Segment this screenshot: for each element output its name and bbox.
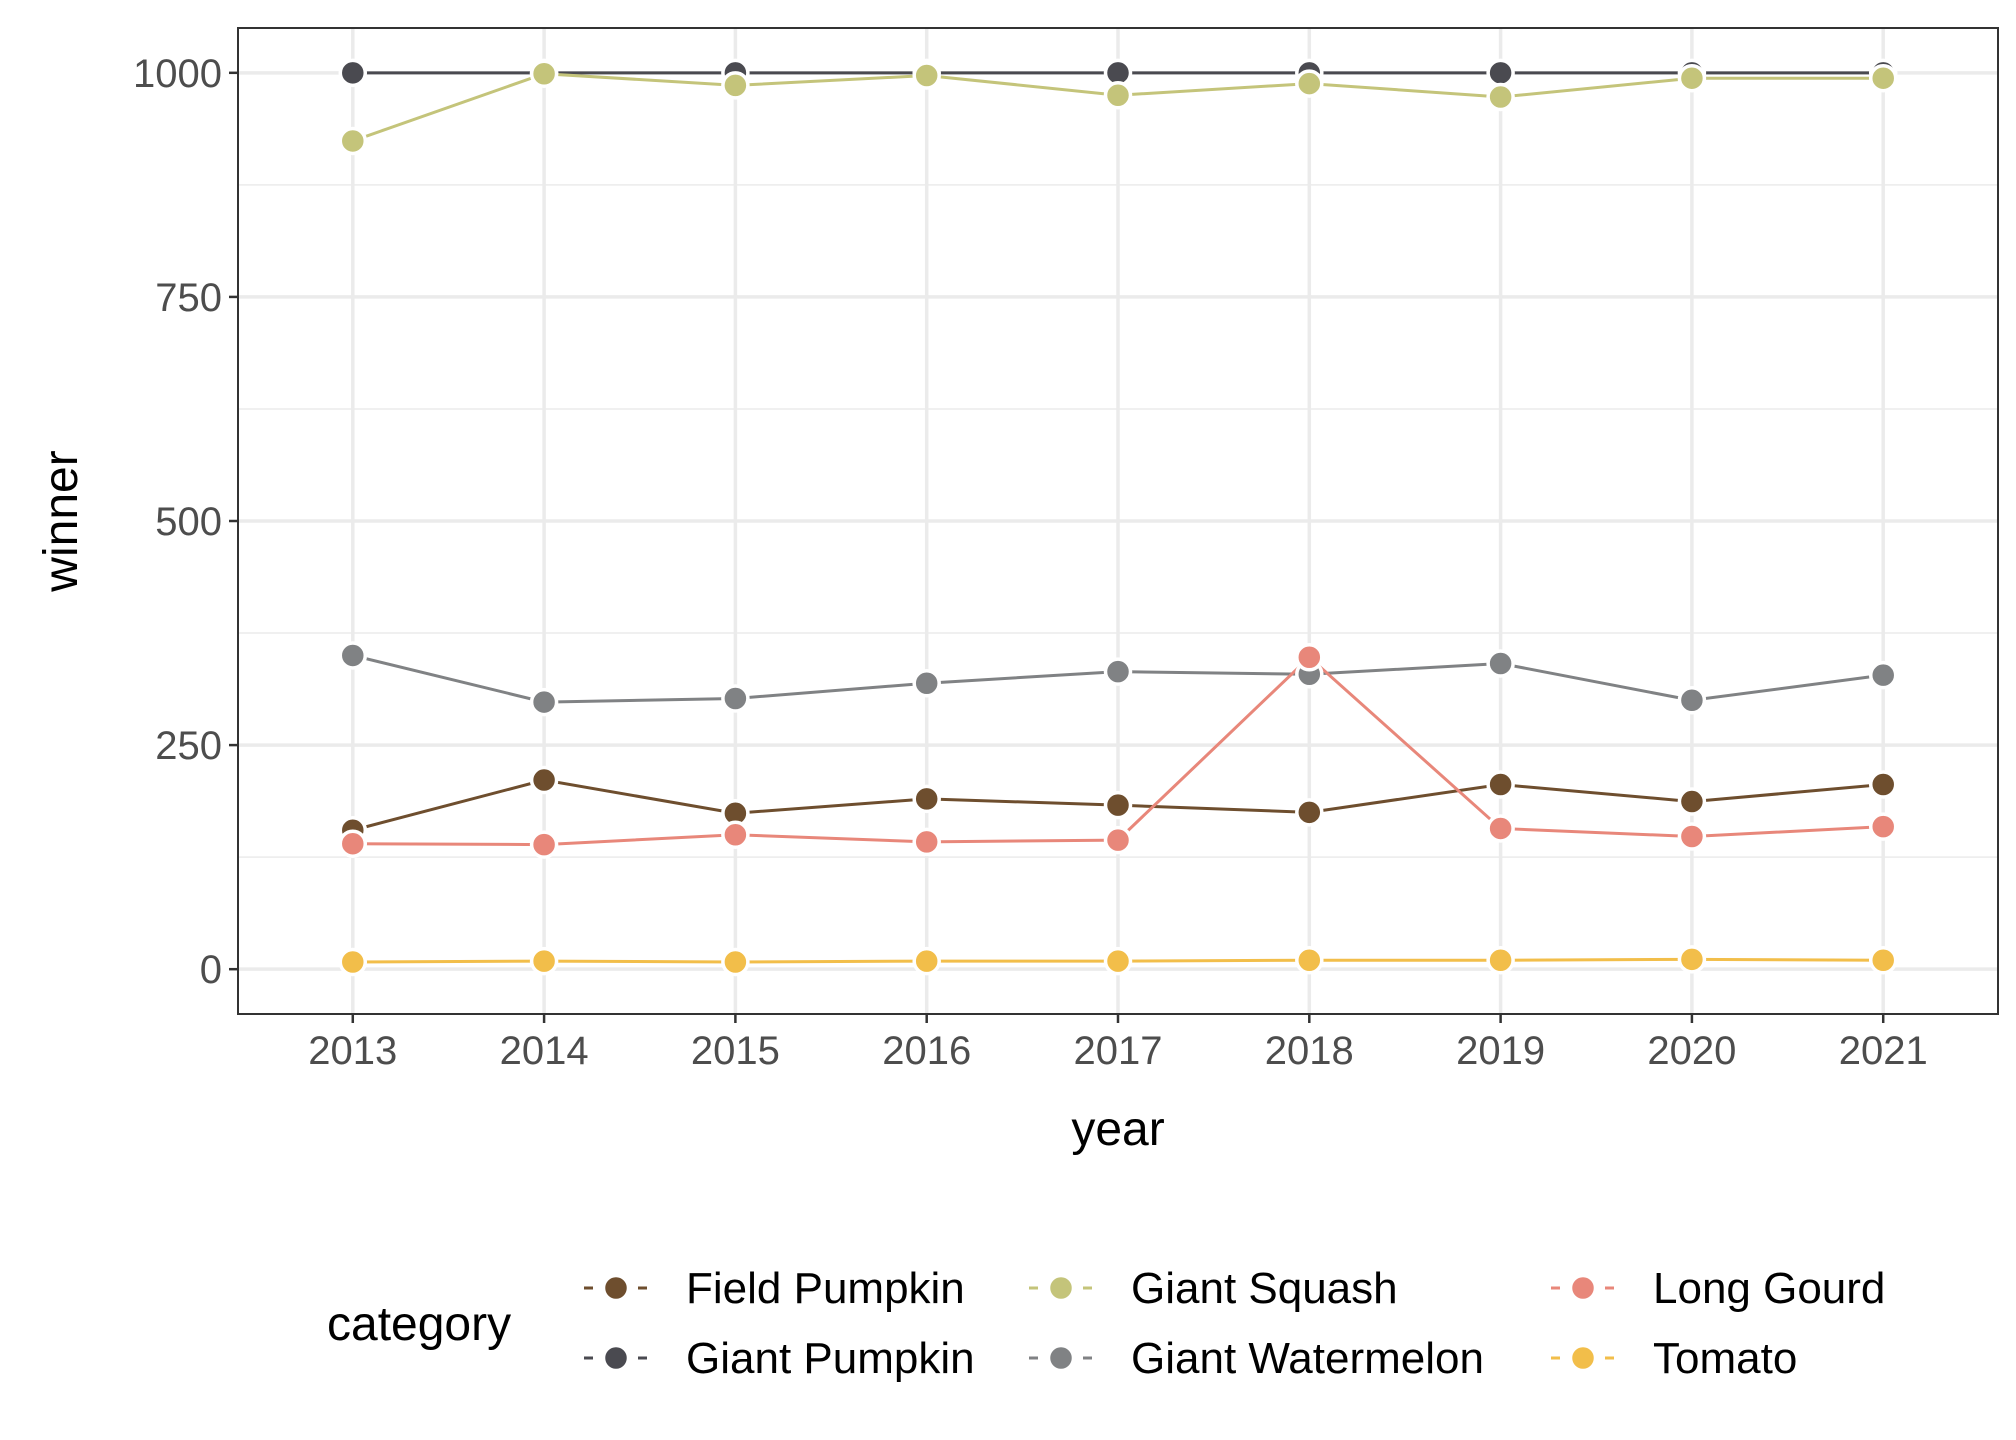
data-point-giant-squash: [1868, 63, 1898, 93]
data-point-giant-watermelon: [1868, 660, 1898, 690]
legend-key-point: [1568, 1273, 1598, 1303]
legend-label: Giant Squash: [1131, 1264, 1398, 1313]
y-axis: 0 250 500 750 1000: [133, 52, 238, 992]
data-point-giant-squash: [1295, 69, 1324, 98]
legend: category Field Pumpkin Giant Pumpkin Giant…: [327, 1264, 1885, 1383]
x-tick-label: 2013: [308, 1029, 397, 1073]
data-point-giant-pumpkin: [1486, 58, 1515, 88]
x-tick-label: 2021: [1839, 1029, 1928, 1073]
legend-key-point: [1046, 1273, 1076, 1303]
data-point-giant-squash: [721, 71, 750, 100]
legend-item-field-pumpkin: Field Pumpkin: [584, 1264, 965, 1313]
data-point-tomato: [1486, 945, 1515, 975]
legend-label: Long Gourd: [1653, 1264, 1885, 1313]
data-point-long-gourd: [1868, 812, 1898, 841]
legend-item-tomato: Tomato: [1551, 1334, 1797, 1383]
legend-label: Tomato: [1653, 1334, 1797, 1383]
y-tick-label: 250: [155, 724, 222, 768]
data-point-long-gourd: [1486, 814, 1515, 843]
data-point-giant-squash: [1103, 80, 1133, 110]
data-point-giant-squash: [1486, 82, 1515, 112]
legend-key-point: [601, 1343, 631, 1373]
legend-item-giant-squash: Giant Squash: [1029, 1264, 1398, 1313]
legend-key-point: [1046, 1343, 1076, 1373]
data-point-giant-watermelon: [912, 668, 941, 698]
legend-label: Giant Pumpkin: [686, 1334, 975, 1383]
x-axis: 2013 2014 2015 2016 2017 2018 2019 2020 2021: [308, 1014, 1928, 1073]
data-point-tomato: [1295, 945, 1324, 975]
data-point-field-pumpkin: [529, 765, 559, 795]
legend-item-giant-pumpkin: Giant Pumpkin: [584, 1334, 975, 1383]
y-tick-label: 0: [200, 948, 222, 992]
x-tick-label: 2020: [1647, 1029, 1736, 1073]
x-tick-label: 2016: [882, 1029, 971, 1073]
data-point-giant-watermelon: [338, 641, 368, 670]
data-point-field-pumpkin: [1868, 770, 1898, 799]
data-point-field-pumpkin: [1486, 770, 1515, 799]
plot-area: [237, 27, 1999, 1015]
data-point-giant-squash: [912, 61, 941, 90]
legend-items: Field Pumpkin Giant Pumpkin Giant Squash Gi…: [584, 1264, 1885, 1383]
data-point-field-pumpkin: [1677, 787, 1707, 816]
data-point-giant-watermelon: [721, 684, 750, 713]
data-point-giant-pumpkin: [338, 58, 368, 88]
data-point-long-gourd: [912, 827, 941, 857]
data-point-field-pumpkin: [1295, 798, 1324, 827]
data-point-giant-watermelon: [1103, 657, 1133, 686]
data-point-tomato: [1677, 945, 1707, 974]
legend-title: category: [327, 1298, 511, 1351]
data-point-long-gourd: [1295, 642, 1324, 672]
data-point-tomato: [338, 947, 368, 977]
y-axis-label: winner: [35, 450, 88, 592]
data-point-giant-squash: [1677, 63, 1707, 93]
x-axis-label: year: [1071, 1103, 1164, 1156]
data-point-tomato: [721, 947, 750, 977]
legend-item-long-gourd: Long Gourd: [1551, 1264, 1885, 1313]
data-point-long-gourd: [338, 829, 368, 858]
data-point-tomato: [912, 946, 941, 976]
x-tick-label: 2019: [1456, 1029, 1545, 1073]
legend-label: Field Pumpkin: [686, 1264, 965, 1313]
data-point-long-gourd: [529, 830, 559, 859]
data-point-long-gourd: [721, 820, 750, 849]
data-point-field-pumpkin: [1103, 790, 1133, 820]
legend-key-point: [601, 1273, 631, 1303]
data-point-tomato: [1868, 945, 1898, 975]
data-point-long-gourd: [1103, 825, 1133, 855]
data-point-giant-watermelon: [529, 687, 559, 717]
x-tick-label: 2014: [500, 1029, 589, 1073]
data-point-giant-squash: [529, 59, 559, 88]
y-tick-label: 1000: [133, 52, 222, 96]
x-tick-label: 2015: [691, 1029, 780, 1073]
series-points: [338, 58, 1898, 977]
data-point-tomato: [1103, 946, 1133, 976]
legend-label: Giant Watermelon: [1131, 1334, 1484, 1383]
data-point-giant-squash: [338, 126, 368, 156]
x-tick-label: 2018: [1265, 1029, 1354, 1073]
x-tick-label: 2017: [1074, 1029, 1163, 1073]
legend-item-giant-watermelon: Giant Watermelon: [1029, 1334, 1484, 1383]
data-point-giant-watermelon: [1677, 686, 1707, 715]
data-point-giant-watermelon: [1486, 649, 1515, 678]
legend-key-point: [1568, 1343, 1598, 1373]
y-tick-label: 750: [155, 276, 222, 320]
data-point-long-gourd: [1677, 822, 1707, 851]
data-point-field-pumpkin: [912, 784, 941, 814]
y-tick-label: 500: [155, 500, 222, 544]
data-point-tomato: [529, 946, 559, 976]
